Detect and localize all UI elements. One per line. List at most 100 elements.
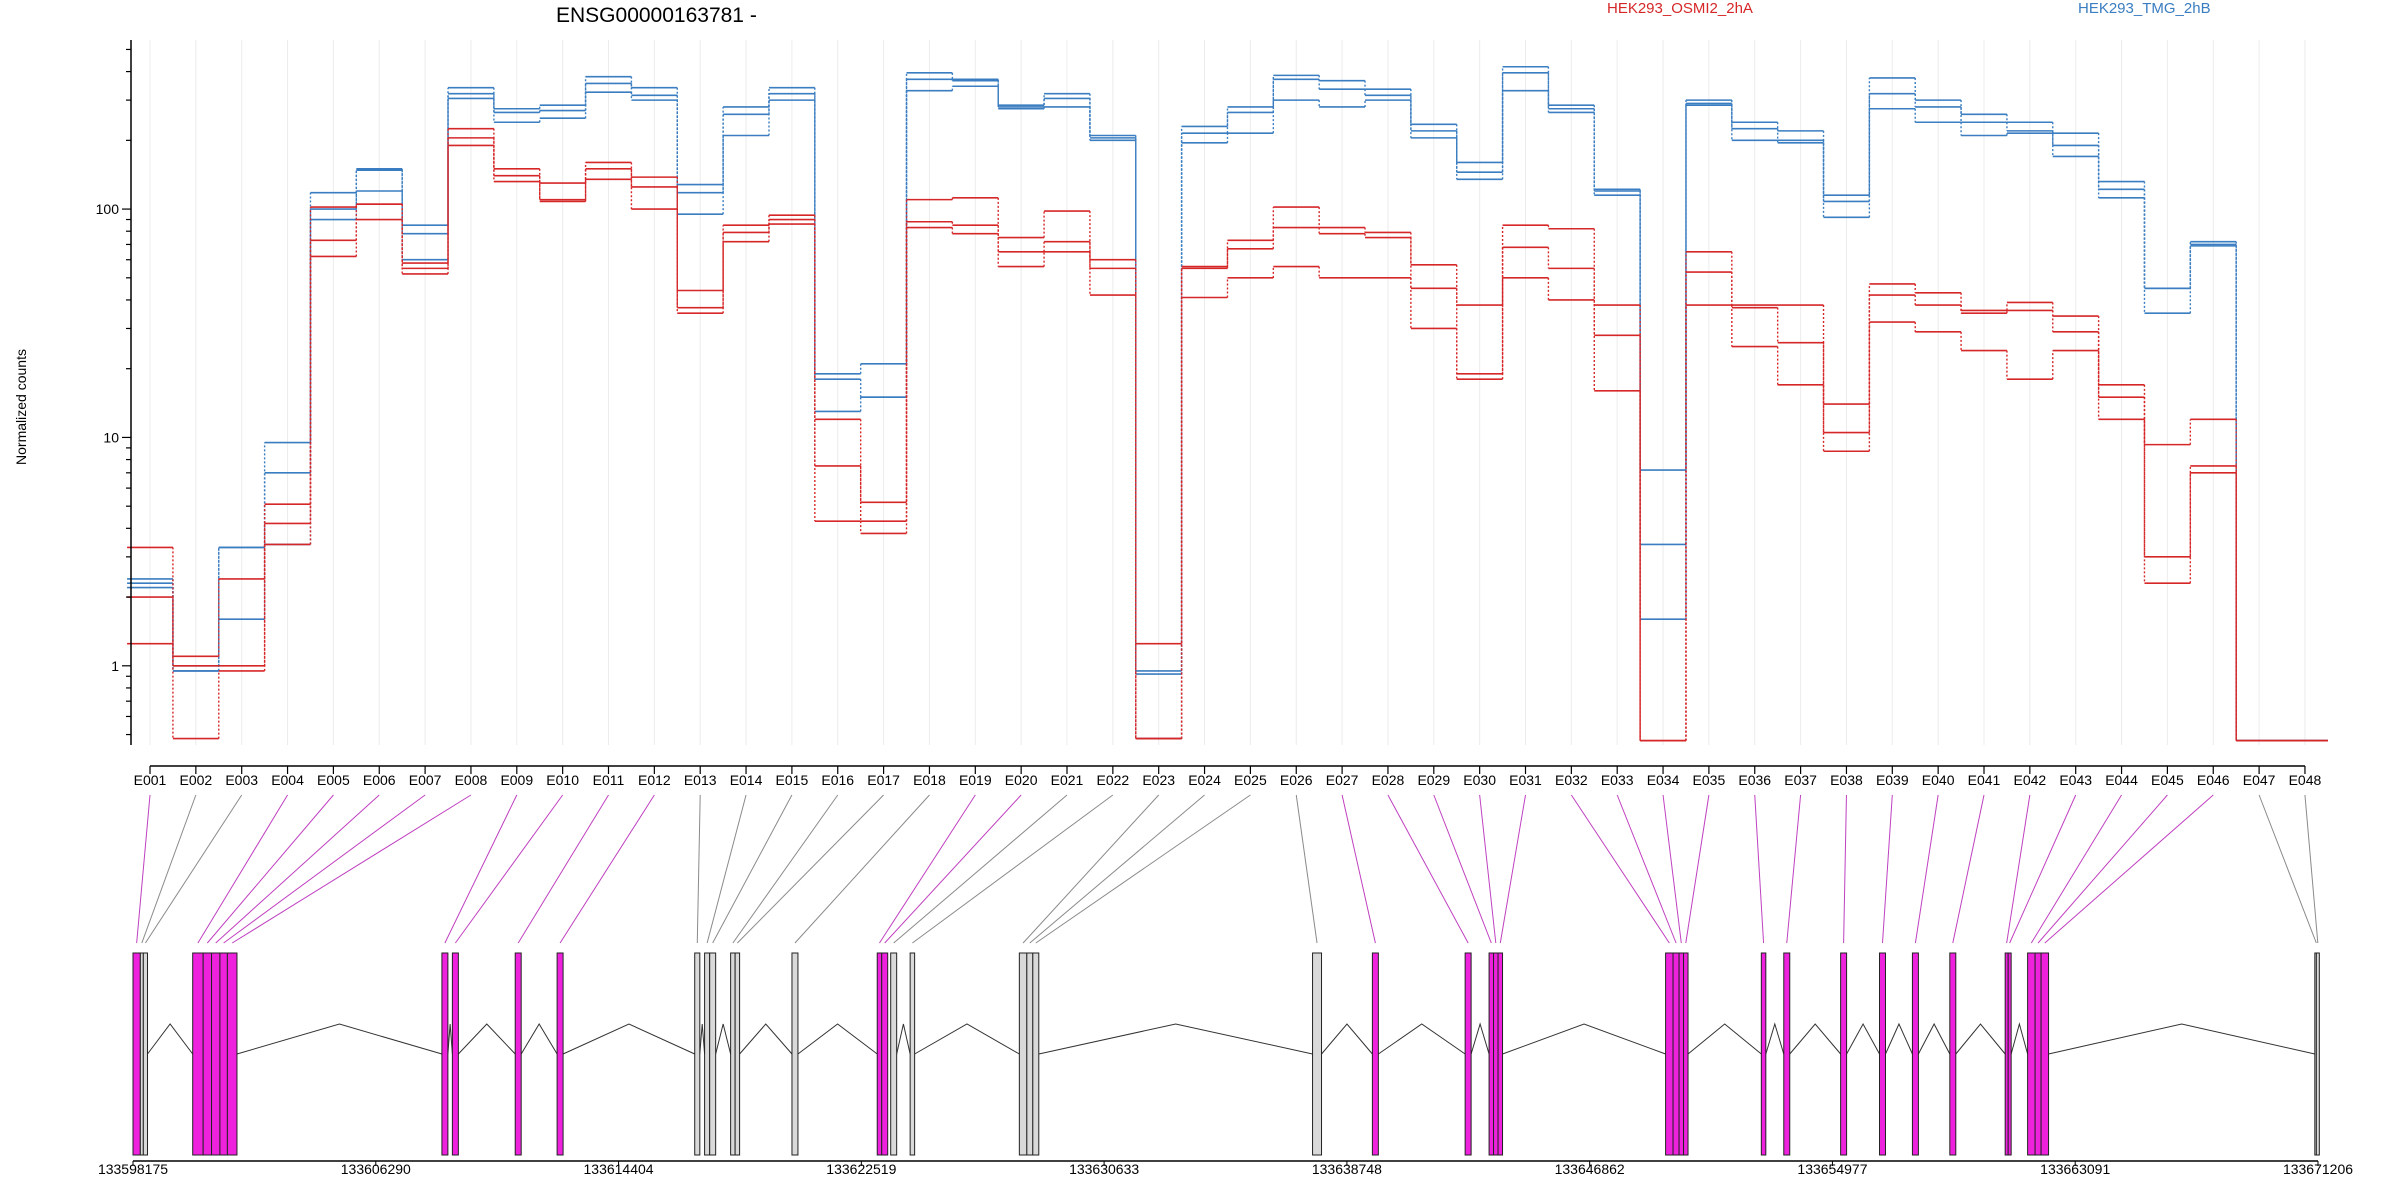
exon-box-e040 (1911, 952, 1919, 1156)
x-tick-label-e041: E041 (1968, 772, 2001, 788)
genomic-tick-label: 133671206 (2283, 1161, 2353, 1177)
exon-box-e014 (704, 952, 711, 1156)
connector-e002 (141, 794, 197, 944)
connector-e041 (1952, 794, 1985, 944)
x-tick-label-e013: E013 (684, 772, 717, 788)
intron-line (562, 1023, 695, 1055)
exon-box-e025 (1032, 952, 1040, 1156)
y-tick-label: 10 (103, 429, 119, 445)
exon-box-e017 (734, 952, 741, 1156)
exon-box-e011 (514, 952, 522, 1156)
x-tick-label-e033: E033 (1601, 772, 1634, 788)
connector-e005 (206, 794, 334, 944)
legend-label-osmi2: HEK293_OSMI2_2hA (1607, 0, 1753, 17)
exon-box-e007 (219, 952, 228, 1156)
connector-e008 (231, 794, 472, 944)
x-tick-label-e022: E022 (1096, 772, 1129, 788)
connector-e015 (712, 794, 793, 944)
connector-e047 (2258, 794, 2317, 944)
connector-e017 (737, 794, 884, 944)
gene-model (132, 952, 2320, 1156)
intron-line (1687, 1023, 1762, 1055)
x-tick-label-e007: E007 (409, 772, 442, 788)
exon-box-e020 (881, 952, 889, 1156)
exon-box-e003 (142, 952, 149, 1156)
exon-box-e041 (1949, 952, 1957, 1156)
connector-e028 (1387, 794, 1469, 944)
y-tick-label: 1 (111, 658, 119, 674)
x-tick-label-e025: E025 (1234, 772, 1267, 788)
intron-line (715, 1023, 732, 1055)
connector-e016 (732, 794, 839, 944)
exon-box-e035 (1683, 952, 1689, 1156)
exon-box-e037 (1783, 952, 1791, 1156)
x-tick-label-e044: E044 (2105, 772, 2138, 788)
exon-box-e038 (1840, 952, 1848, 1156)
connector-e045 (2037, 794, 2168, 944)
exon-box-e039 (1879, 952, 1886, 1156)
exon-box-e027 (1371, 952, 1379, 1156)
connector-e032 (1570, 794, 1670, 944)
connector-e029 (1433, 794, 1492, 944)
exon-box-e012 (556, 952, 564, 1156)
connector-e040 (1914, 794, 1939, 944)
legend-label-tmg: HEK293_TMG_2hB (2078, 0, 2211, 17)
genomic-tick-label: 133654977 (1797, 1161, 1867, 1177)
series-line-3 (127, 85, 2328, 742)
connector-e035 (1685, 794, 1710, 944)
connector-e033 (1616, 794, 1677, 944)
x-tick-label-e048: E048 (2289, 772, 2322, 788)
intron-line (1321, 1023, 1373, 1055)
x-tick-label-e012: E012 (638, 772, 671, 788)
x-tick-label-e042: E042 (2013, 772, 2046, 788)
connector-e010 (454, 794, 564, 944)
exon-box-e032 (1665, 952, 1674, 1156)
genomic-tick-label: 133614404 (584, 1161, 654, 1177)
connector-e018 (794, 794, 930, 944)
connector-e027 (1341, 794, 1376, 944)
intron-line (1955, 1023, 2006, 1055)
exon-box-e021 (890, 952, 898, 1156)
intron-line (1789, 1023, 1841, 1055)
genomic-tick-label: 133638748 (1312, 1161, 1382, 1177)
x-tick-label-e043: E043 (2059, 772, 2092, 788)
connector-e026 (1295, 794, 1318, 944)
connector-e019 (879, 794, 976, 944)
x-tick-label-e002: E002 (179, 772, 212, 788)
connector-e009 (444, 794, 518, 944)
connector-e038 (1843, 794, 1847, 944)
exon-box-e016 (730, 952, 736, 1156)
exon-box-e028 (1464, 952, 1472, 1156)
x-tick-label-e008: E008 (455, 772, 488, 788)
exon-box-e005 (202, 952, 213, 1156)
intron-line (236, 1023, 443, 1055)
intron-line (1378, 1023, 1466, 1055)
x-tick-label-e027: E027 (1326, 772, 1359, 788)
connector-e034 (1662, 794, 1682, 944)
intron-line (914, 1023, 1020, 1055)
x-tick-label-e023: E023 (1142, 772, 1175, 788)
x-tick-label-e036: E036 (1738, 772, 1771, 788)
x-tick-label-e035: E035 (1693, 772, 1726, 788)
exon-box-e033 (1672, 952, 1680, 1156)
x-tick-label-e034: E034 (1647, 772, 1680, 788)
x-axis-exons: E001 E002 E003 E004 E005 E006 E007 E008 E009 E010… (134, 765, 2322, 788)
x-tick-label-e040: E040 (1922, 772, 1955, 788)
grid-lines (149, 40, 2306, 745)
x-tick-label-e038: E038 (1830, 772, 1863, 788)
connector-e048 (2304, 794, 2319, 944)
connector-e022 (912, 794, 1114, 944)
connector-e004 (197, 794, 288, 944)
intron-line (797, 1023, 878, 1055)
exon-box-e034 (1678, 952, 1685, 1156)
intron-line (699, 1023, 706, 1055)
intron-line (1765, 1022, 1785, 1055)
x-tick-label-e006: E006 (363, 772, 396, 788)
intron-line (1502, 1023, 1666, 1055)
x-tick-label-e001: E001 (134, 772, 167, 788)
x-tick-label-e028: E028 (1372, 772, 1405, 788)
exon-box-e045 (2034, 952, 2042, 1156)
x-tick-label-e014: E014 (730, 772, 763, 788)
y-axis-label: Normalized counts (13, 349, 29, 465)
